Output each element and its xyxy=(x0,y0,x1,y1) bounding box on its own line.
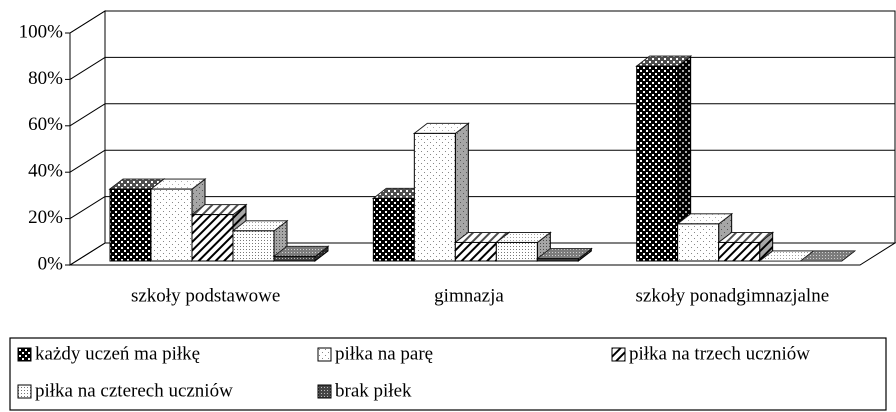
legend-box xyxy=(9,337,887,411)
legend-swatch xyxy=(17,347,32,362)
bar-top-shade xyxy=(759,251,814,261)
legend-swatch xyxy=(17,384,32,399)
bar-side-shade xyxy=(677,56,691,262)
x-tick-label: szkoły ponadgimnazjalne xyxy=(636,285,830,306)
grid-line xyxy=(69,196,106,220)
bar xyxy=(535,247,593,263)
grid-line xyxy=(69,56,106,80)
x-tick-label: szkoły podstawowe xyxy=(131,285,280,306)
bar-front xyxy=(150,188,193,262)
bar-front xyxy=(495,241,538,262)
legend-label: każdy uczeń ma piłkę xyxy=(35,343,200,364)
bar-top-shade xyxy=(537,248,592,259)
bar xyxy=(412,122,470,263)
bar-top-shade xyxy=(496,232,551,243)
bar-top-shade xyxy=(455,232,510,243)
bar-front xyxy=(191,214,234,262)
bar-front xyxy=(718,241,761,262)
bar-front xyxy=(636,65,679,262)
legend-swatch xyxy=(611,347,626,362)
bar-top-shade xyxy=(800,251,855,261)
bar-side-shade xyxy=(537,232,551,261)
grid-line xyxy=(69,242,106,266)
bar-front xyxy=(109,188,152,262)
bar xyxy=(635,55,693,263)
legend-label: piłka na parę xyxy=(335,343,433,364)
bar-top-shade xyxy=(718,232,773,243)
bar-top-shade xyxy=(636,56,691,67)
legend-swatch xyxy=(317,347,332,362)
y-tick-label: 20% xyxy=(28,207,63,228)
bar xyxy=(272,245,330,263)
grid-line xyxy=(69,10,106,34)
y-tick-label: 100% xyxy=(19,21,64,42)
grid-line xyxy=(69,103,106,127)
bar-top xyxy=(799,250,857,262)
y-tick-label: 80% xyxy=(28,68,63,89)
bar-side-shade xyxy=(455,123,469,262)
grid-line xyxy=(69,149,106,173)
y-tick-label: 0% xyxy=(38,253,64,274)
bar-top-shade xyxy=(192,204,246,215)
bar-top-shade xyxy=(677,213,732,224)
bar-top-shade xyxy=(151,179,205,190)
side-wall xyxy=(69,10,106,266)
bar-side-shade xyxy=(315,246,328,261)
bar xyxy=(799,250,857,262)
bar-top-shade xyxy=(414,123,469,134)
bar xyxy=(494,231,552,263)
bar-front xyxy=(677,223,720,262)
bar-front xyxy=(273,255,316,262)
y-tick-label: 60% xyxy=(28,114,63,135)
legend-label: brak piłek xyxy=(335,380,412,401)
y-tick-label: 40% xyxy=(28,161,63,182)
legend-label: piłka na trzech uczniów xyxy=(629,343,810,364)
legend-label: piłka na czterech uczniów xyxy=(35,380,233,401)
bar-top-shade xyxy=(110,179,164,190)
bar-front xyxy=(232,230,275,262)
bar-front xyxy=(372,197,415,262)
bar-top-shade xyxy=(233,220,287,231)
bar-front xyxy=(454,241,497,262)
legend-swatch xyxy=(317,384,332,399)
bar-top-shade xyxy=(274,246,328,257)
bar-side-shade xyxy=(759,232,773,261)
x-tick-label: gimnazja xyxy=(434,285,504,306)
bar-front xyxy=(536,258,579,262)
bar-front xyxy=(413,132,456,262)
bar xyxy=(231,219,289,263)
bar xyxy=(717,231,775,263)
